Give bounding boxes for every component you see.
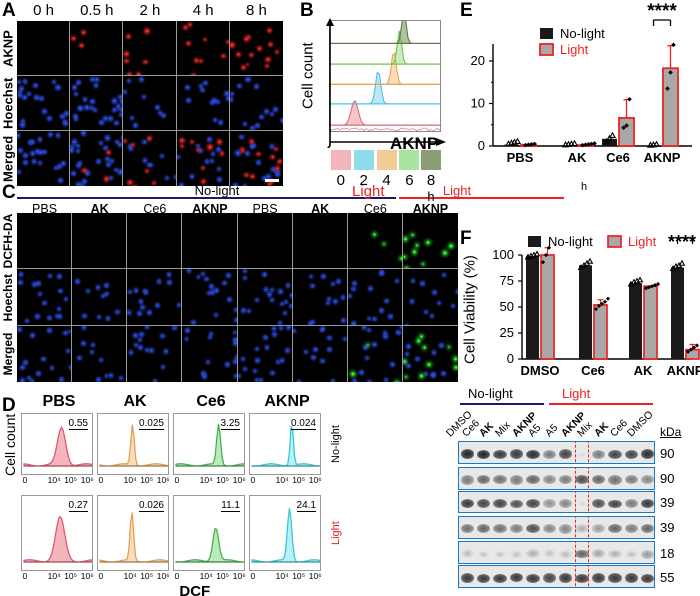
svg-text:No-light: No-light	[560, 26, 605, 41]
svg-text:Ce6: Ce6	[581, 363, 605, 378]
svg-text:****: ****	[668, 232, 696, 252]
svg-text:50: 50	[500, 299, 514, 314]
svg-text:AK: AK	[634, 363, 653, 378]
svg-text:Light: Light	[628, 234, 657, 249]
svg-text:DMSO: DMSO	[521, 363, 560, 378]
svg-text:Ce6: Ce6	[606, 150, 630, 165]
svg-text:20: 20	[471, 53, 485, 68]
svg-text:Light: Light	[560, 42, 589, 57]
svg-text:AKNP: AKNP	[667, 363, 700, 378]
svg-text:75: 75	[500, 273, 514, 288]
svg-text:AKNP: AKNP	[644, 150, 681, 165]
svg-text:0: 0	[507, 351, 514, 366]
svg-text:AK: AK	[568, 150, 587, 165]
svg-text:10: 10	[471, 96, 485, 111]
svg-text:PBS: PBS	[507, 150, 534, 165]
svg-text:****: ****	[647, 1, 677, 22]
svg-text:No-light: No-light	[548, 234, 593, 249]
svg-text:100: 100	[492, 247, 514, 262]
svg-text:0: 0	[478, 138, 485, 153]
svg-text:25: 25	[500, 325, 514, 340]
